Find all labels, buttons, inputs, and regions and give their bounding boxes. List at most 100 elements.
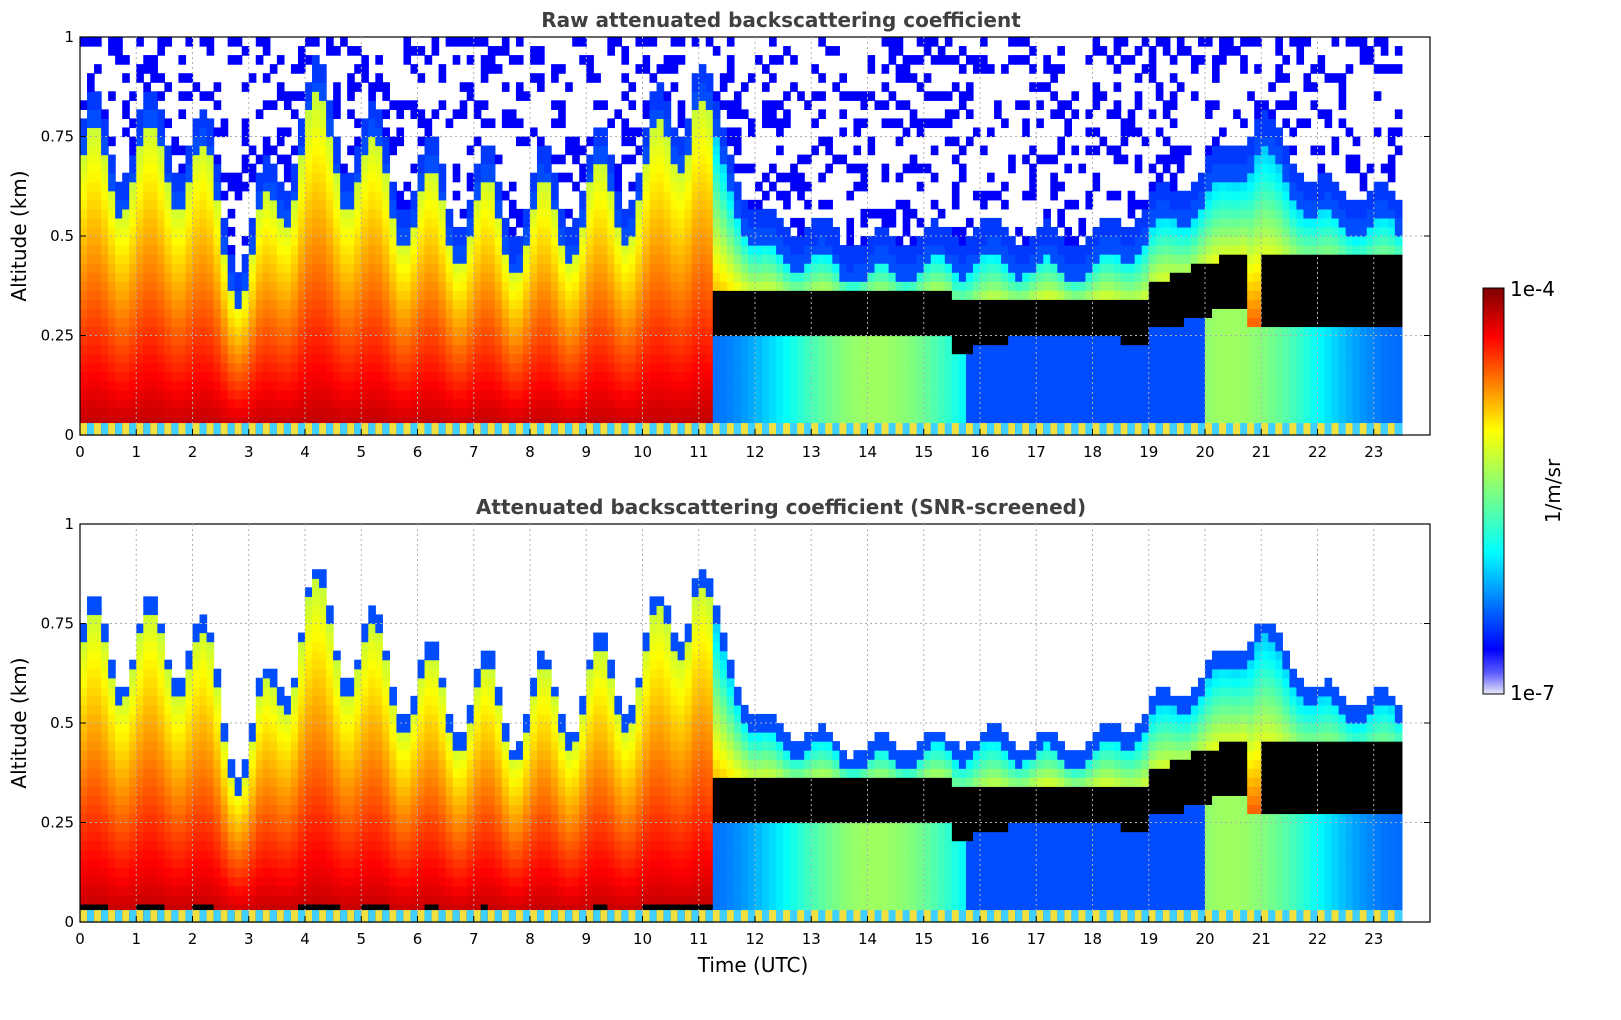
heatmap-cell	[122, 290, 130, 300]
heatmap-cell	[663, 272, 672, 282]
heatmap-cell	[319, 73, 327, 83]
heatmap-cell	[122, 127, 130, 138]
heatmap-cell	[1071, 199, 1080, 210]
heatmap-cell	[276, 55, 285, 65]
heatmap-cell	[797, 91, 805, 101]
heatmap-cell	[1120, 317, 1129, 328]
heatmap-cell	[994, 226, 1002, 237]
heatmap-cell	[762, 380, 770, 391]
heatmap-cell	[410, 290, 419, 300]
heatmap-cell	[375, 82, 383, 92]
heatmap-cell	[726, 190, 735, 201]
heatmap-cell	[804, 416, 812, 427]
ground-band-cell	[937, 423, 946, 435]
heatmap-cell	[565, 362, 573, 373]
heatmap-cell	[1008, 344, 1016, 355]
heatmap-cell	[297, 190, 306, 201]
heatmap-cell	[635, 236, 644, 246]
heatmap-cell	[389, 326, 398, 337]
heatmap-cell	[164, 281, 173, 291]
heatmap-cell	[220, 236, 229, 246]
heatmap-cell	[417, 109, 426, 120]
heatmap-cell	[515, 118, 524, 129]
heatmap-cell	[94, 154, 102, 165]
heatmap-cell	[1001, 299, 1009, 309]
heatmap-cell	[340, 362, 348, 373]
heatmap-cell	[431, 172, 440, 183]
heatmap-cell	[958, 344, 967, 355]
heatmap-cell	[340, 353, 348, 364]
ground-band-cell	[410, 423, 419, 435]
heatmap-cell	[600, 335, 608, 346]
heatmap-cell	[1015, 37, 1023, 47]
heatmap-cell	[361, 136, 369, 147]
heatmap-cell	[171, 380, 180, 391]
heatmap-cell	[269, 416, 278, 427]
heatmap-cell	[930, 308, 939, 319]
heatmap-cell	[466, 245, 475, 255]
heatmap-cell	[902, 308, 911, 319]
heatmap-cell	[87, 344, 95, 355]
heatmap-cell	[621, 245, 630, 255]
heatmap-cell	[199, 281, 208, 291]
heatmap-cell	[593, 335, 601, 346]
heatmap-cell	[522, 236, 531, 246]
heatmap-cell	[719, 73, 728, 83]
heatmap-cell	[438, 64, 447, 74]
heatmap-cell	[747, 326, 756, 337]
heatmap-cell	[762, 398, 770, 409]
heatmap-cell	[347, 217, 355, 228]
heatmap-cell	[980, 290, 988, 300]
heatmap-cell	[846, 326, 855, 337]
heatmap-cell	[705, 118, 714, 129]
heatmap-cell	[1043, 263, 1051, 273]
heatmap-cell	[382, 398, 390, 409]
heatmap-cell	[227, 362, 236, 373]
heatmap-cell	[888, 290, 897, 300]
heatmap-cell	[508, 245, 517, 255]
heatmap-cell	[916, 245, 925, 255]
heatmap-cell	[923, 317, 932, 328]
heatmap-cell	[572, 236, 580, 246]
heatmap-cell	[480, 145, 489, 156]
heatmap-cell	[283, 380, 292, 391]
heatmap-cell	[438, 326, 447, 337]
heatmap-cell	[937, 407, 946, 418]
heatmap-cell	[923, 46, 932, 56]
heatmap-cell	[755, 181, 763, 192]
heatmap-cell	[867, 91, 876, 101]
heatmap-cell	[565, 208, 573, 219]
heatmap-cell	[663, 100, 672, 110]
heatmap-cell	[937, 254, 946, 264]
heatmap-cell	[719, 208, 728, 219]
heatmap-cell	[1064, 281, 1073, 291]
heatmap-cell	[185, 163, 194, 174]
heatmap-cell	[185, 398, 194, 409]
heatmap-cell	[522, 353, 531, 364]
heatmap-cell	[944, 281, 953, 291]
heatmap-cell	[1106, 236, 1115, 246]
heatmap-cell	[1085, 344, 1094, 355]
heatmap-cell	[333, 335, 341, 346]
heatmap-cell	[1085, 353, 1094, 364]
heatmap-cell	[157, 73, 165, 83]
heatmap-cell	[628, 416, 637, 427]
heatmap-cell	[452, 326, 461, 337]
heatmap-cell	[452, 226, 461, 237]
heatmap-cell	[691, 380, 700, 391]
heatmap-cell	[832, 362, 840, 373]
heatmap-cell	[445, 236, 454, 246]
heatmap-cell	[206, 299, 215, 309]
heatmap-cell	[944, 136, 953, 147]
heatmap-cell	[719, 344, 728, 355]
heatmap-cell	[220, 217, 229, 228]
heatmap-cell	[227, 335, 236, 346]
heatmap-cell	[234, 416, 243, 427]
heatmap-cell	[663, 281, 672, 291]
heatmap-cell	[354, 371, 362, 382]
heatmap-cell	[382, 326, 390, 337]
heatmap-cell	[248, 163, 257, 174]
heatmap-cell	[501, 299, 510, 309]
heatmap-cell	[438, 299, 447, 309]
heatmap-cell	[452, 407, 461, 418]
